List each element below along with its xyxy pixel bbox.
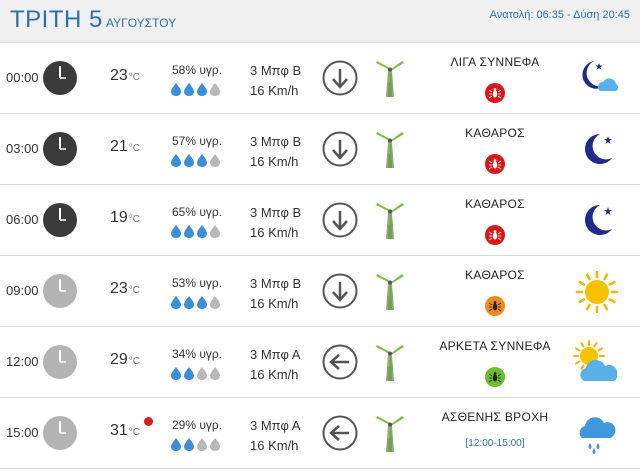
sun-icon <box>572 268 622 321</box>
wind-direction-arrow-icon <box>322 202 358 243</box>
wind-turbine-icon <box>372 128 408 175</box>
temperature-unit: °C <box>128 143 141 154</box>
moon-icon <box>572 126 622 177</box>
humidity: 53% υγρ. <box>172 276 223 290</box>
wind-speed: 16 Km/h <box>250 154 299 169</box>
temperature-value: 31 <box>110 422 128 439</box>
forecast-time: 15:00 <box>6 425 39 440</box>
temperature-value: 23 <box>110 67 128 84</box>
month-label: ΑΥΓΟΥΣΤΟΥ <box>106 16 177 30</box>
wind-beaufort: 3 Μπφ Α <box>250 347 301 362</box>
temperature-value: 23 <box>110 280 128 297</box>
mosquito-risk-icon[interactable] <box>484 366 506 393</box>
humidity: 34% υγρ. <box>172 347 223 361</box>
clock-icon <box>42 202 78 243</box>
humidity: 65% υγρ. <box>172 205 223 219</box>
forecast-row: 03:00 21°C 57% υγρ. 3 Μπφ Β 16 Km/h ΚΑΘΑΡΟΣ <box>0 114 640 185</box>
mosquito-risk-icon[interactable] <box>484 82 506 109</box>
humidity-drops-icon <box>171 153 223 172</box>
forecast-row: 15:00 31°C 29% υγρ. 3 Μπφ Α 16 Km/h ΑΣΘΕΝΗΣ Β… <box>0 398 640 469</box>
temperature: 23°C <box>110 67 140 85</box>
wind-beaufort: 3 Μπφ Β <box>250 134 302 149</box>
temperature-unit: °C <box>128 356 141 367</box>
forecast-row: 06:00 19°C 65% υγρ. 3 Μπφ Β 16 Km/h ΚΑΘΑΡΟΣ <box>0 185 640 256</box>
humidity-drops-icon <box>171 295 223 314</box>
temperature: 31°C <box>110 422 140 440</box>
forecast-time: 09:00 <box>6 283 39 298</box>
temperature: 19°C <box>110 209 140 227</box>
temperature-unit: °C <box>128 427 141 438</box>
forecast-time: 06:00 <box>6 212 39 227</box>
moon-icon <box>572 197 622 248</box>
wind-turbine-icon <box>372 412 408 459</box>
sun-cloud-icon <box>572 339 622 392</box>
temperature-value: 29 <box>110 351 128 368</box>
humidity-drops-icon <box>171 82 223 101</box>
condition-label: ΚΑΘΑΡΟΣ <box>465 268 525 282</box>
condition-label: ΚΑΘΑΡΟΣ <box>465 197 525 211</box>
wind-direction-arrow-icon <box>322 131 358 172</box>
forecast-time: 00:00 <box>6 70 39 85</box>
humidity: 57% υγρ. <box>172 134 223 148</box>
forecast-time: 12:00 <box>6 354 39 369</box>
humidity: 29% υγρ. <box>172 418 223 432</box>
mosquito-risk-icon[interactable] <box>484 295 506 322</box>
wind-turbine-icon <box>372 270 408 317</box>
wind-speed: 16 Km/h <box>250 225 299 240</box>
wind-direction-arrow-icon <box>322 273 358 314</box>
clock-icon <box>42 131 78 172</box>
forecast-row: 09:00 23°C 53% υγρ. 3 Μπφ Β 16 Km/h ΚΑΘΑΡΟΣ <box>0 256 640 327</box>
forecast-list: 00:00 23°C 58% υγρ. 3 Μπφ Β 16 Km/h ΛΙΓΑ ΣΥΝΝ… <box>0 43 640 469</box>
wind-speed: 16 Km/h <box>250 296 299 311</box>
condition-label: ΑΣΘΕΝΗΣ ΒΡΟΧΗ <box>441 410 549 424</box>
wind-direction-arrow-icon <box>322 344 358 385</box>
wind-beaufort: 3 Μπφ Β <box>250 205 302 220</box>
mosquito-risk-icon[interactable] <box>484 153 506 180</box>
temperature: 21°C <box>110 138 140 156</box>
temperature-value: 19 <box>110 209 128 226</box>
humidity-drops-icon <box>171 224 223 243</box>
wind-direction-arrow-icon <box>322 415 358 456</box>
wind-beaufort: 3 Μπφ Β <box>250 63 302 78</box>
temperature-unit: °C <box>128 72 141 83</box>
wind-beaufort: 3 Μπφ Β <box>250 276 302 291</box>
clock-icon <box>42 60 78 101</box>
wind-beaufort: 3 Μπφ Α <box>250 418 301 433</box>
sunrise-sunset: Ανατολή: 06:35 - Δύση 20:45 <box>489 9 630 21</box>
clock-icon <box>42 344 78 385</box>
mosquito-risk-icon[interactable] <box>484 224 506 251</box>
wind-turbine-icon <box>372 199 408 246</box>
temperature-unit: °C <box>128 285 141 296</box>
moon-cloud-icon <box>572 55 622 106</box>
forecast-header: ΤΡΙΤΗ 5 ΑΥΓΟΥΣΤΟΥ Ανατολή: 06:35 - Δύση … <box>0 0 640 43</box>
hot-alert-dot-icon <box>144 417 153 426</box>
temperature: 29°C <box>110 351 140 369</box>
wind-turbine-icon <box>372 57 408 104</box>
humidity-drops-icon <box>171 437 223 456</box>
humidity-drops-icon <box>171 366 223 385</box>
condition-label: ΑΡΚΕΤΑ ΣΥΝΝΕΦΑ <box>439 339 551 353</box>
forecast-row: 12:00 29°C 34% υγρ. 3 Μπφ Α 16 Km/h ΑΡΚΕΤΑ ΣΥ… <box>0 327 640 398</box>
temperature-value: 21 <box>110 138 128 155</box>
condition-label: ΛΙΓΑ ΣΥΝΝΕΦΑ <box>450 55 540 69</box>
wind-direction-arrow-icon <box>322 60 358 101</box>
wind-speed: 16 Km/h <box>250 83 299 98</box>
condition-label: ΚΑΘΑΡΟΣ <box>465 126 525 140</box>
forecast-row: 00:00 23°C 58% υγρ. 3 Μπφ Β 16 Km/h ΛΙΓΑ ΣΥΝΝ… <box>0 43 640 114</box>
wind-turbine-icon <box>372 341 408 388</box>
temperature-unit: °C <box>128 214 141 225</box>
wind-speed: 16 Km/h <box>250 438 299 453</box>
clock-icon <box>42 415 78 456</box>
forecast-time: 03:00 <box>6 141 39 156</box>
wind-speed: 16 Km/h <box>250 367 299 382</box>
condition-period: [12:00-15:00] <box>465 438 525 449</box>
temperature: 23°C <box>110 280 140 298</box>
humidity: 58% υγρ. <box>172 63 223 77</box>
day-title: ΤΡΙΤΗ 5 <box>10 6 103 33</box>
clock-icon <box>42 273 78 314</box>
rain-cloud-icon <box>572 410 622 463</box>
